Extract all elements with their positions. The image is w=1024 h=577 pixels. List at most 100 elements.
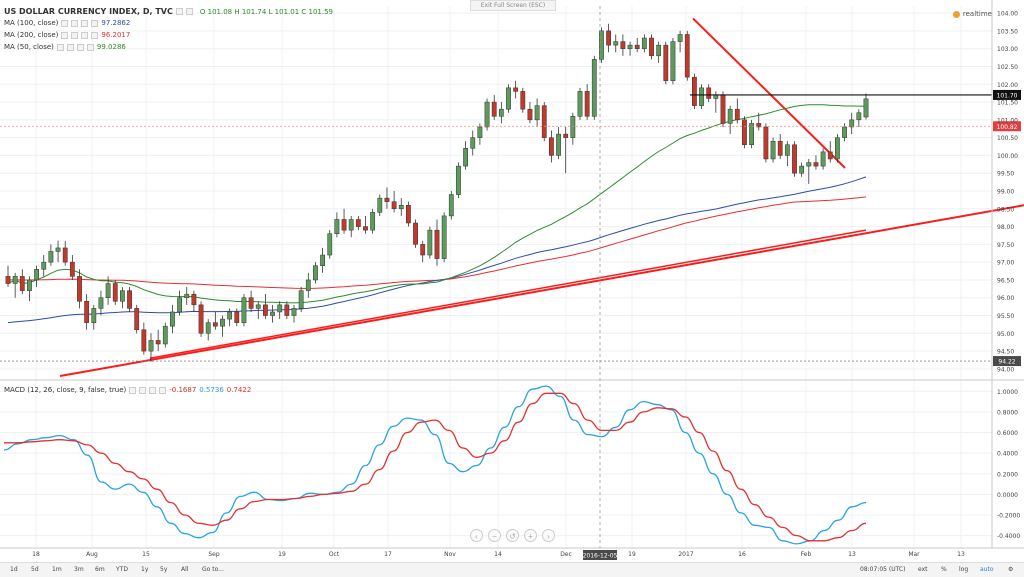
range-1d-button[interactable]: 1d	[10, 566, 18, 573]
chart-canvas[interactable]: 101.70 100.82 94.22 104.00 103.50 103.00 102.…	[0, 0, 1024, 562]
price-tick-label: 99.00	[997, 189, 1014, 196]
candle	[820, 151, 826, 167]
candle	[234, 311, 240, 323]
price-label: 94.22	[998, 359, 1015, 366]
auto-button[interactable]: auto	[980, 566, 994, 573]
time-tick-label: Dec	[560, 551, 572, 558]
candle	[363, 226, 368, 231]
range-5d-button[interactable]: 5d	[31, 566, 39, 573]
candle	[727, 108, 733, 124]
resistance-trendline	[692, 17, 846, 169]
macd-tick-label: 0.2000	[997, 471, 1018, 478]
candle	[320, 254, 325, 266]
candle	[706, 87, 712, 99]
candle	[12, 276, 18, 284]
more-icon[interactable]	[91, 19, 99, 27]
candle	[684, 34, 690, 78]
price-tick-label: 101.00	[997, 117, 1018, 124]
scroll-left-icon[interactable]: ‹	[470, 529, 483, 542]
candle	[570, 116, 576, 138]
reset-icon[interactable]: ↺	[506, 529, 519, 542]
eye-icon[interactable]	[129, 386, 137, 394]
price-tick-label: 103.50	[997, 28, 1018, 35]
exit-full-screen-button[interactable]: Exit Full Screen (ESC)	[470, 0, 556, 11]
candle	[48, 251, 54, 263]
close-icon[interactable]	[76, 43, 84, 51]
candle	[863, 98, 869, 118]
candle	[305, 279, 311, 291]
candle	[406, 204, 411, 224]
price-tick-label: 102.00	[997, 82, 1018, 89]
go-to-button[interactable]: Go to...	[202, 566, 224, 573]
settings-icon[interactable]	[139, 386, 147, 394]
candle	[799, 165, 805, 174]
candle	[770, 140, 776, 160]
close-icon[interactable]	[185, 8, 193, 15]
candle	[41, 261, 47, 270]
eye-icon[interactable]	[56, 43, 64, 51]
range-5y-button[interactable]: 5y	[160, 566, 168, 573]
range-6m-button[interactable]: 6m	[95, 566, 105, 573]
candle	[699, 87, 704, 106]
macd-value-1: -0.1687	[169, 386, 197, 394]
range-1m-button[interactable]: 1m	[52, 566, 62, 573]
candle	[441, 215, 447, 259]
candle	[734, 108, 740, 121]
settings-icon[interactable]	[71, 19, 79, 27]
macd-tick-label: 0.0000	[997, 492, 1018, 499]
candle	[291, 308, 297, 316]
price-label-box	[993, 89, 1021, 100]
log-button[interactable]: log	[959, 566, 969, 573]
range-3m-button[interactable]: 3m	[74, 566, 84, 573]
candle	[835, 137, 840, 160]
candle	[677, 34, 683, 42]
candle	[520, 91, 526, 110]
more-icon[interactable]	[159, 386, 167, 394]
candle	[69, 261, 75, 277]
macd-tick-label: -0.2000	[997, 513, 1020, 520]
bottom-toolbar: 1d 5d 1m 3m 6m YTD 1y 5y All Go to... 08…	[0, 562, 1024, 577]
macd-value-2: 0.5736	[199, 386, 224, 394]
eye-icon[interactable]	[61, 19, 69, 27]
settings-icon[interactable]	[175, 8, 183, 15]
candle	[784, 144, 790, 156]
candle	[398, 204, 404, 210]
candle	[477, 126, 483, 138]
scroll-right-icon[interactable]: ›	[542, 529, 555, 542]
candle	[534, 105, 540, 121]
candle	[120, 290, 125, 302]
settings-icon[interactable]	[66, 43, 74, 51]
candle	[84, 301, 90, 323]
percent-button[interactable]: %	[941, 566, 947, 573]
close-icon[interactable]	[81, 31, 89, 39]
more-icon[interactable]	[91, 31, 99, 39]
candle	[19, 276, 25, 291]
price-tick-label: 96.00	[997, 295, 1014, 302]
close-icon[interactable]	[81, 19, 89, 27]
range-1y-button[interactable]: 1y	[141, 566, 149, 573]
close-icon[interactable]	[149, 386, 157, 394]
candle	[255, 304, 261, 309]
ma200-label: MA (200, close)	[4, 31, 59, 39]
settings-icon[interactable]	[71, 31, 79, 39]
candle	[484, 101, 490, 128]
range-all-button[interactable]: All	[181, 566, 189, 573]
price-label-box	[993, 356, 1021, 367]
candle	[720, 94, 726, 124]
candle	[77, 276, 82, 302]
candle	[148, 340, 154, 352]
range-ytd-button[interactable]: YTD	[116, 566, 128, 573]
zoom-in-icon[interactable]: +	[524, 529, 537, 542]
candle	[749, 123, 754, 145]
ext-button[interactable]: ext	[918, 566, 928, 573]
candle	[327, 233, 333, 256]
time-tick-label: Sep	[208, 551, 220, 558]
candle	[127, 290, 132, 309]
gear-icon[interactable]: ⚙	[1008, 566, 1014, 573]
eye-icon[interactable]	[61, 31, 69, 39]
macd-tick-label: -0.4000	[997, 533, 1020, 540]
candle	[842, 126, 847, 138]
more-icon[interactable]	[86, 43, 94, 51]
time-tick-label: 2017	[678, 551, 693, 558]
zoom-out-icon[interactable]: −	[488, 529, 501, 542]
